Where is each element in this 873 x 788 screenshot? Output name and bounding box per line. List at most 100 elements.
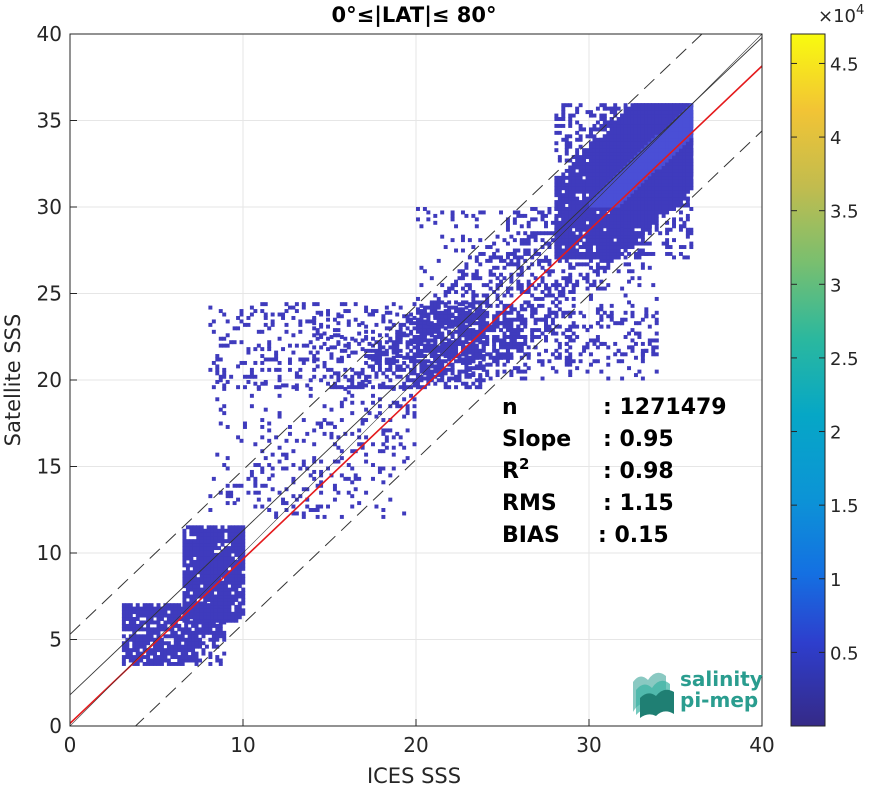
density-cell <box>447 314 452 319</box>
density-cell <box>640 203 645 208</box>
density-cell <box>564 341 569 346</box>
density-cell <box>557 224 562 229</box>
density-cell <box>426 341 431 346</box>
density-cell <box>505 341 510 346</box>
density-cell <box>402 459 407 464</box>
density-cell <box>523 335 528 339</box>
density-cell <box>571 189 576 194</box>
density-cell <box>433 338 438 343</box>
density-cell <box>575 151 580 156</box>
density-cell <box>544 220 548 225</box>
density-cell <box>633 217 638 222</box>
density-cell <box>637 162 642 166</box>
density-cell <box>142 603 147 608</box>
density-cell <box>377 345 382 350</box>
density-cell <box>599 162 604 166</box>
density-cell <box>422 331 427 336</box>
density-cell <box>447 376 452 381</box>
density-cell <box>350 400 355 405</box>
density-cell <box>540 317 545 322</box>
density-cell <box>222 371 227 376</box>
density-cell <box>199 566 204 571</box>
density-cell <box>623 168 628 173</box>
density-cell <box>196 528 201 533</box>
density-cell <box>460 210 465 215</box>
density-cell <box>443 345 448 350</box>
density-cell <box>544 255 548 260</box>
density-cell <box>585 200 590 205</box>
density-cell <box>647 168 652 173</box>
density-cell <box>561 106 566 111</box>
density-cell <box>592 141 597 146</box>
density-cell <box>633 341 638 346</box>
density-cell <box>210 532 215 537</box>
density-cell <box>460 352 465 357</box>
density-cell <box>173 630 178 635</box>
density-cell <box>426 364 431 369</box>
density-cell <box>658 117 663 121</box>
density-cell <box>481 317 486 322</box>
density-cell <box>402 511 407 516</box>
density-cell <box>291 315 296 320</box>
density-cell <box>678 217 683 222</box>
density-cell <box>557 200 562 205</box>
density-cell <box>564 141 569 146</box>
density-cell <box>346 319 351 324</box>
density-cell <box>568 324 573 329</box>
density-cell <box>388 345 393 350</box>
density-cell <box>277 360 282 365</box>
density-cell <box>599 213 604 218</box>
density-cell <box>554 117 559 121</box>
density-cell <box>523 251 528 256</box>
density-cell <box>616 120 621 125</box>
density-cell <box>454 300 459 305</box>
density-cell <box>474 378 479 383</box>
density-cell <box>128 610 133 615</box>
density-cell <box>633 113 638 118</box>
density-cell <box>568 314 573 319</box>
density-cell <box>578 123 583 128</box>
density-cell <box>582 162 587 166</box>
density-cell <box>196 601 201 606</box>
density-cell <box>578 224 583 229</box>
density-cell <box>578 251 583 256</box>
density-cell <box>613 207 618 211</box>
density-cell <box>533 238 538 243</box>
density-cell <box>440 324 445 329</box>
density-cell <box>623 106 628 111</box>
density-cell <box>585 248 590 253</box>
density-cell <box>350 411 355 416</box>
density-cell <box>377 333 382 338</box>
density-cell <box>135 610 140 615</box>
density-cell <box>478 238 483 243</box>
density-cell <box>526 265 531 270</box>
density-cell <box>582 245 587 250</box>
density-cell <box>616 137 621 142</box>
density-cell <box>381 466 386 471</box>
density-cell <box>492 321 497 326</box>
density-cell <box>381 431 386 436</box>
density-cell <box>436 296 441 301</box>
density-cell <box>460 307 465 312</box>
density-cell <box>668 251 673 256</box>
density-cell <box>505 303 510 308</box>
density-cell <box>578 220 583 225</box>
density-cell <box>350 466 355 471</box>
density-cell <box>499 272 503 277</box>
density-cell <box>637 123 642 128</box>
density-cell <box>640 341 645 346</box>
density-cell <box>319 480 324 485</box>
density-cell <box>640 162 645 166</box>
density-cell <box>277 490 282 495</box>
density-cell <box>478 362 483 367</box>
density-cell <box>135 637 140 642</box>
density-cell <box>284 452 289 457</box>
density-cell <box>509 303 514 308</box>
density-cell <box>485 373 490 378</box>
density-cell <box>287 431 292 436</box>
density-cell <box>616 224 621 229</box>
density-cell <box>613 352 618 357</box>
density-cell <box>554 227 559 232</box>
density-cell <box>227 553 232 557</box>
density-cell <box>571 241 576 246</box>
